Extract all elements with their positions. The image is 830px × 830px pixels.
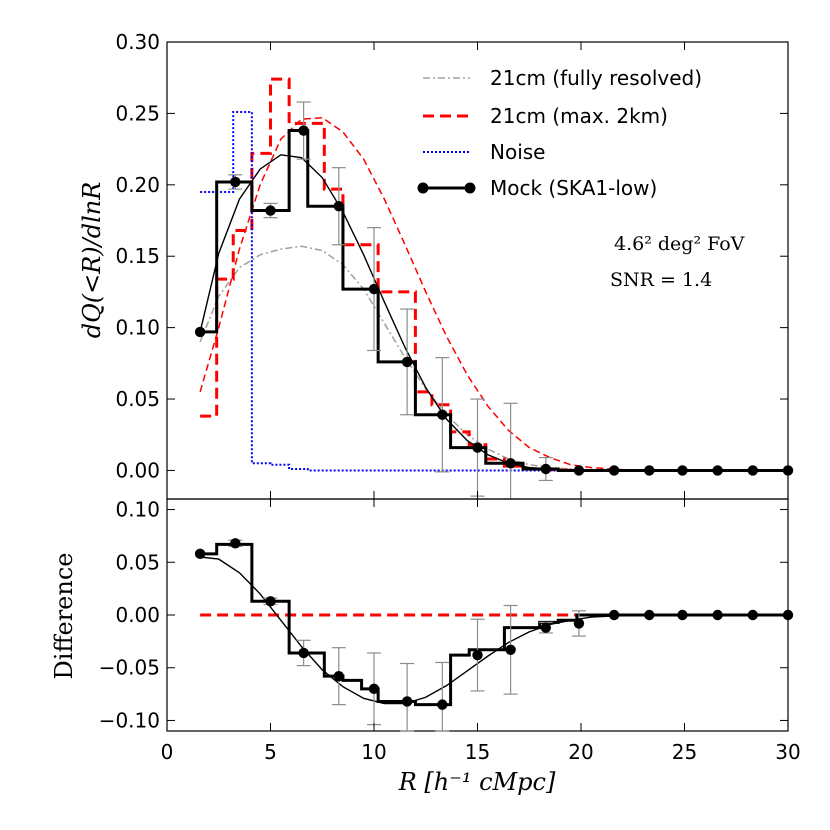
legend-marker-mock-right <box>464 182 476 194</box>
bottom-y-axis-title: Difference <box>50 553 78 680</box>
bottom-data-point <box>333 670 345 682</box>
bottom-axes-layer: 0 5 10 15 20 25 30 −0.10 −0.05 0.00 0.05 0.10 <box>99 498 801 764</box>
top-panel: 0.00 0.05 0.10 0.15 0.20 0.25 0.30 dQ(<R)/dlnR… <box>78 30 794 500</box>
bottom-data-point <box>472 649 483 661</box>
top-data-point <box>540 463 552 475</box>
bottom-y-tick-label: 0.00 <box>115 603 160 627</box>
legend: 21cm (fully resolved) 21cm (max. 2km) No… <box>417 66 702 200</box>
top-data-point <box>333 201 345 212</box>
bottom-y-tick-label: −0.05 <box>99 656 160 680</box>
x-tick-label: 20 <box>568 740 593 764</box>
bottom-data-point <box>437 699 448 710</box>
top-data-point <box>608 465 620 476</box>
top-y-tick-label: 0.10 <box>115 316 160 340</box>
top-data-point <box>265 205 276 216</box>
annotation-fov: 4.6² deg² FoV <box>614 233 745 255</box>
top-axes-layer: 0.00 0.05 0.10 0.15 0.20 0.25 0.30 <box>115 30 789 499</box>
top-data-point <box>194 326 206 338</box>
x-tick-label: 5 <box>264 740 277 764</box>
top-series-21cm-max-2km <box>200 77 788 472</box>
x-axis-title: R [h⁻¹ cMpc] <box>398 768 556 796</box>
top-y-tick-label: 0.20 <box>115 173 160 197</box>
bottom-y-tick-label: −0.10 <box>99 708 160 732</box>
bottom-y-tick-label: 0.10 <box>115 498 160 522</box>
legend-marker-mock-left <box>417 182 429 194</box>
bottom-data-point <box>505 644 516 655</box>
legend-label-mock: Mock (SKA1-low) <box>490 176 657 200</box>
top-data-point <box>677 465 688 476</box>
top-y-tick-label: 0.00 <box>115 458 160 482</box>
bottom-data-point <box>194 548 206 560</box>
bottom-series-difference <box>200 542 788 707</box>
top-data-point <box>298 125 309 136</box>
legend-label-max-2km: 21cm (max. 2km) <box>490 104 668 128</box>
top-data-point <box>505 458 516 469</box>
top-data-point <box>573 465 585 476</box>
bottom-data-point <box>401 696 413 707</box>
x-tick-label: 15 <box>465 740 490 764</box>
top-data-point <box>437 409 448 420</box>
top-data-point <box>401 356 413 368</box>
top-data-point <box>472 442 483 453</box>
top-data-point <box>644 465 655 476</box>
top-y-axis-title: dQ(<R)/dlnR <box>78 182 106 339</box>
top-y-tick-label: 0.15 <box>115 244 160 268</box>
bottom-data-point <box>644 609 655 621</box>
top-series-mock-fit <box>199 154 788 472</box>
top-data-point <box>747 465 759 476</box>
bottom-data-point <box>608 609 620 621</box>
legend-label-noise: Noise <box>490 140 545 164</box>
top-y-tick-label: 0.25 <box>115 101 160 125</box>
top-y-tick-label: 0.05 <box>115 387 160 411</box>
top-data-point <box>230 176 241 188</box>
bottom-data-point <box>368 683 380 695</box>
annotation: 4.6² deg² FoV SNR = 1.4 <box>610 233 745 291</box>
bottom-data-point <box>540 622 552 633</box>
bottom-data-point <box>230 538 241 549</box>
top-series-21cm-fully-resolved <box>199 245 788 472</box>
legend-label-fully-resolved: 21cm (fully resolved) <box>490 66 702 90</box>
bottom-data-point <box>265 596 276 607</box>
bottom-data-point <box>298 647 309 659</box>
x-tick-label: 10 <box>361 740 386 764</box>
x-tick-label: 0 <box>161 740 174 764</box>
bottom-y-tick-label: 0.05 <box>115 550 160 574</box>
top-series-layer <box>194 77 794 500</box>
top-data-point <box>712 465 723 476</box>
x-tick-label: 25 <box>672 740 697 764</box>
bottom-series-difference-fit <box>200 556 788 705</box>
bottom-series-layer <box>194 538 794 732</box>
bottom-data-point <box>712 609 723 621</box>
top-y-tick-label: 0.30 <box>115 30 160 54</box>
bottom-data-point <box>677 609 688 621</box>
bottom-panel: 0 5 10 15 20 25 30 −0.10 −0.05 0.00 0.05 0.10 Diffe… <box>50 498 801 796</box>
bottom-data-point <box>573 618 585 629</box>
top-data-point <box>368 283 380 295</box>
x-tick-label: 30 <box>775 740 800 764</box>
annotation-snr: SNR = 1.4 <box>610 269 712 291</box>
bottom-data-point <box>747 609 759 621</box>
